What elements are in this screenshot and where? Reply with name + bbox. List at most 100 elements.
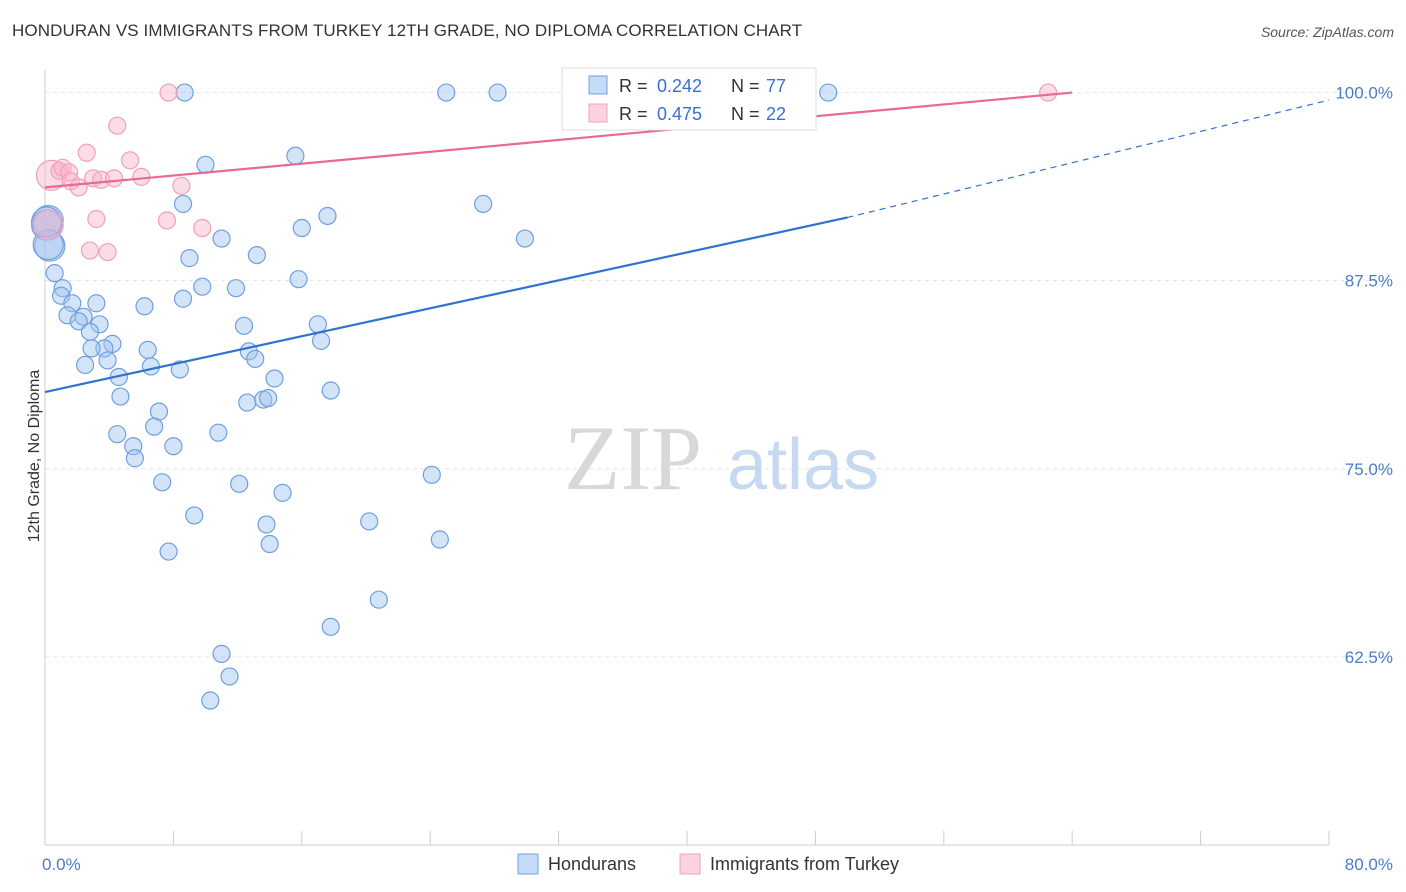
axes-layer — [44, 70, 1330, 846]
stats-legend: R = 0.242 N = 77 R = 0.475 N = 22 — [561, 67, 817, 131]
turkey-point — [172, 176, 191, 195]
turkey-point — [59, 163, 79, 182]
honduran-point — [212, 229, 231, 248]
watermark-zip: ZIP — [564, 407, 702, 509]
honduran-point — [258, 388, 278, 408]
honduran-point — [369, 590, 388, 609]
honduran-point — [209, 423, 228, 442]
turkey-point — [98, 242, 117, 262]
honduran-point — [31, 206, 63, 238]
honduran-point — [193, 277, 212, 296]
honduran-point — [488, 83, 507, 102]
points-layer — [31, 83, 1058, 710]
honduran-trend-line — [44, 216, 848, 394]
honduran-point — [170, 360, 189, 379]
legend-n-label-2: N = — [731, 104, 760, 124]
honduran-point — [819, 83, 838, 102]
honduran-point — [145, 417, 164, 436]
honduran-point — [360, 512, 379, 531]
honduran-point — [125, 449, 144, 468]
honduran-point — [286, 146, 305, 165]
honduran-point — [173, 194, 193, 214]
honduran-point — [246, 349, 265, 369]
honduran-point — [515, 229, 534, 248]
honduran-point — [141, 357, 161, 376]
honduran-point — [45, 264, 64, 283]
honduran-point — [321, 381, 340, 400]
y-tick-label: 75.0% — [1345, 460, 1393, 479]
honduran-point — [220, 667, 239, 686]
honduran-point — [82, 339, 101, 358]
honduran-point — [58, 306, 77, 325]
x-tick-label: 80.0% — [1345, 855, 1393, 874]
legend-n-label-1: N = — [731, 76, 760, 96]
turkey-point — [87, 209, 106, 229]
honduran-point — [226, 279, 246, 298]
honduran-point — [185, 506, 204, 525]
honduran-point — [212, 644, 231, 663]
legend-n-value-1: 77 — [766, 76, 786, 96]
legend-r-value-2: 0.475 — [657, 104, 702, 124]
turkey-point — [1039, 83, 1058, 102]
x-tick-label: 0.0% — [42, 855, 81, 874]
turkey-point — [157, 211, 177, 230]
legend-r-label-1: R = — [619, 76, 648, 96]
honduran-point — [138, 340, 157, 360]
series-legend-label-hondurans: Hondurans — [548, 854, 636, 874]
turkey-point — [108, 116, 127, 135]
honduran-point — [201, 691, 220, 710]
turkey-trend-line — [44, 91, 1073, 189]
legend-swatch-hondurans — [588, 75, 608, 95]
honduran-point — [164, 437, 183, 456]
honduran-point — [430, 530, 449, 549]
honduran-point — [196, 155, 215, 174]
honduran-point — [90, 315, 109, 334]
honduran-point — [422, 465, 441, 484]
honduran-point — [53, 279, 72, 298]
honduran-point — [321, 617, 340, 636]
honduran-point — [180, 249, 199, 268]
honduran-point — [474, 194, 493, 214]
turkey-point — [50, 161, 69, 180]
honduran-point — [80, 322, 100, 341]
honduran-point — [260, 534, 279, 554]
turkey-point — [32, 209, 64, 241]
trend-layer — [44, 91, 1330, 394]
series-legend-swatch-hondurans — [517, 853, 539, 875]
honduran-point — [273, 483, 292, 502]
honduran-point — [292, 218, 311, 238]
y-tick-label: 100.0% — [1335, 84, 1393, 103]
watermark-atlas: atlas — [727, 425, 879, 505]
honduran-point — [234, 316, 254, 335]
honduran-point — [257, 515, 276, 534]
honduran-point — [437, 83, 456, 102]
turkey-point — [120, 151, 140, 170]
honduran-point — [173, 289, 193, 308]
honduran-point — [63, 294, 82, 313]
source-label: Source: ZipAtlas.com — [1260, 24, 1394, 40]
series-legend-swatch-turkey — [679, 853, 701, 875]
y-tick-label: 62.5% — [1345, 648, 1393, 667]
honduran-point — [135, 297, 154, 316]
y-axis-label: 12th Grade, No Diploma — [26, 370, 43, 543]
honduran-point — [95, 339, 114, 358]
honduran-point — [98, 351, 117, 370]
series-legend: Hondurans Immigrants from Turkey — [517, 853, 899, 875]
legend-swatch-turkey — [588, 103, 608, 123]
ticks-layer: 62.5% 75.0% 87.5% 100.0% 0.0% 80.0% — [42, 84, 1393, 874]
y-tick-label: 87.5% — [1345, 272, 1393, 291]
honduran-trend-extension — [847, 99, 1330, 219]
honduran-point — [159, 542, 178, 561]
turkey-point — [80, 241, 100, 260]
honduran-point — [69, 312, 88, 331]
honduran-point — [108, 425, 127, 444]
legend-r-label-2: R = — [619, 104, 648, 124]
turkey-point — [193, 218, 212, 238]
honduran-point — [238, 393, 257, 412]
honduran-point — [111, 387, 130, 406]
legend-r-value-1: 0.242 — [657, 76, 702, 96]
honduran-point — [175, 83, 194, 102]
honduran-point — [311, 331, 331, 350]
grid-layer — [45, 92, 1389, 658]
